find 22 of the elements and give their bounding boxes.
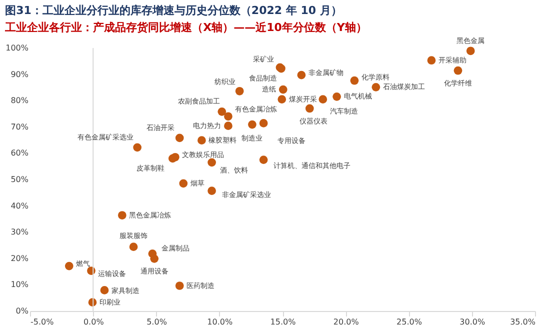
y-tick-label: 100%	[6, 44, 29, 52]
x-tick-label: 10.0%	[207, 318, 233, 326]
y-tick-label: 10%	[10, 280, 29, 290]
x-tick-label: 25.0%	[396, 318, 422, 326]
x-tick-label: 15.0%	[270, 318, 296, 326]
y-tick-label: 40%	[10, 201, 29, 210]
y-tick-label: 20%	[10, 254, 29, 263]
x-tick-label: 20.0%	[333, 318, 360, 326]
x-tick-label: 5.0%	[146, 318, 168, 326]
chart-subtitle: 工业企业各行业：产成品存货同比增速（X轴）——近10年分位数（Y轴）	[4, 20, 367, 34]
y-tick-label: 90%	[10, 70, 29, 79]
chart-title: 图31：工业企业分行业的库存增速与历史分位数（2022 年 10 月）	[5, 4, 342, 17]
y-tick-label: 0%	[16, 306, 29, 316]
x-tick-label: 30.0%	[460, 318, 486, 326]
y-tick-label: 30%	[10, 228, 29, 237]
x-tick-label: 0.0%	[83, 318, 104, 326]
y-tick-label: 70%	[10, 122, 29, 132]
y-tick-label: 80%	[10, 96, 29, 106]
y-tick-label: 60%	[10, 148, 29, 158]
x-tick-label: -5.0%	[30, 318, 54, 326]
x-tick-label: 35.0%	[510, 318, 536, 326]
y-tick-label: 50%	[10, 175, 29, 184]
